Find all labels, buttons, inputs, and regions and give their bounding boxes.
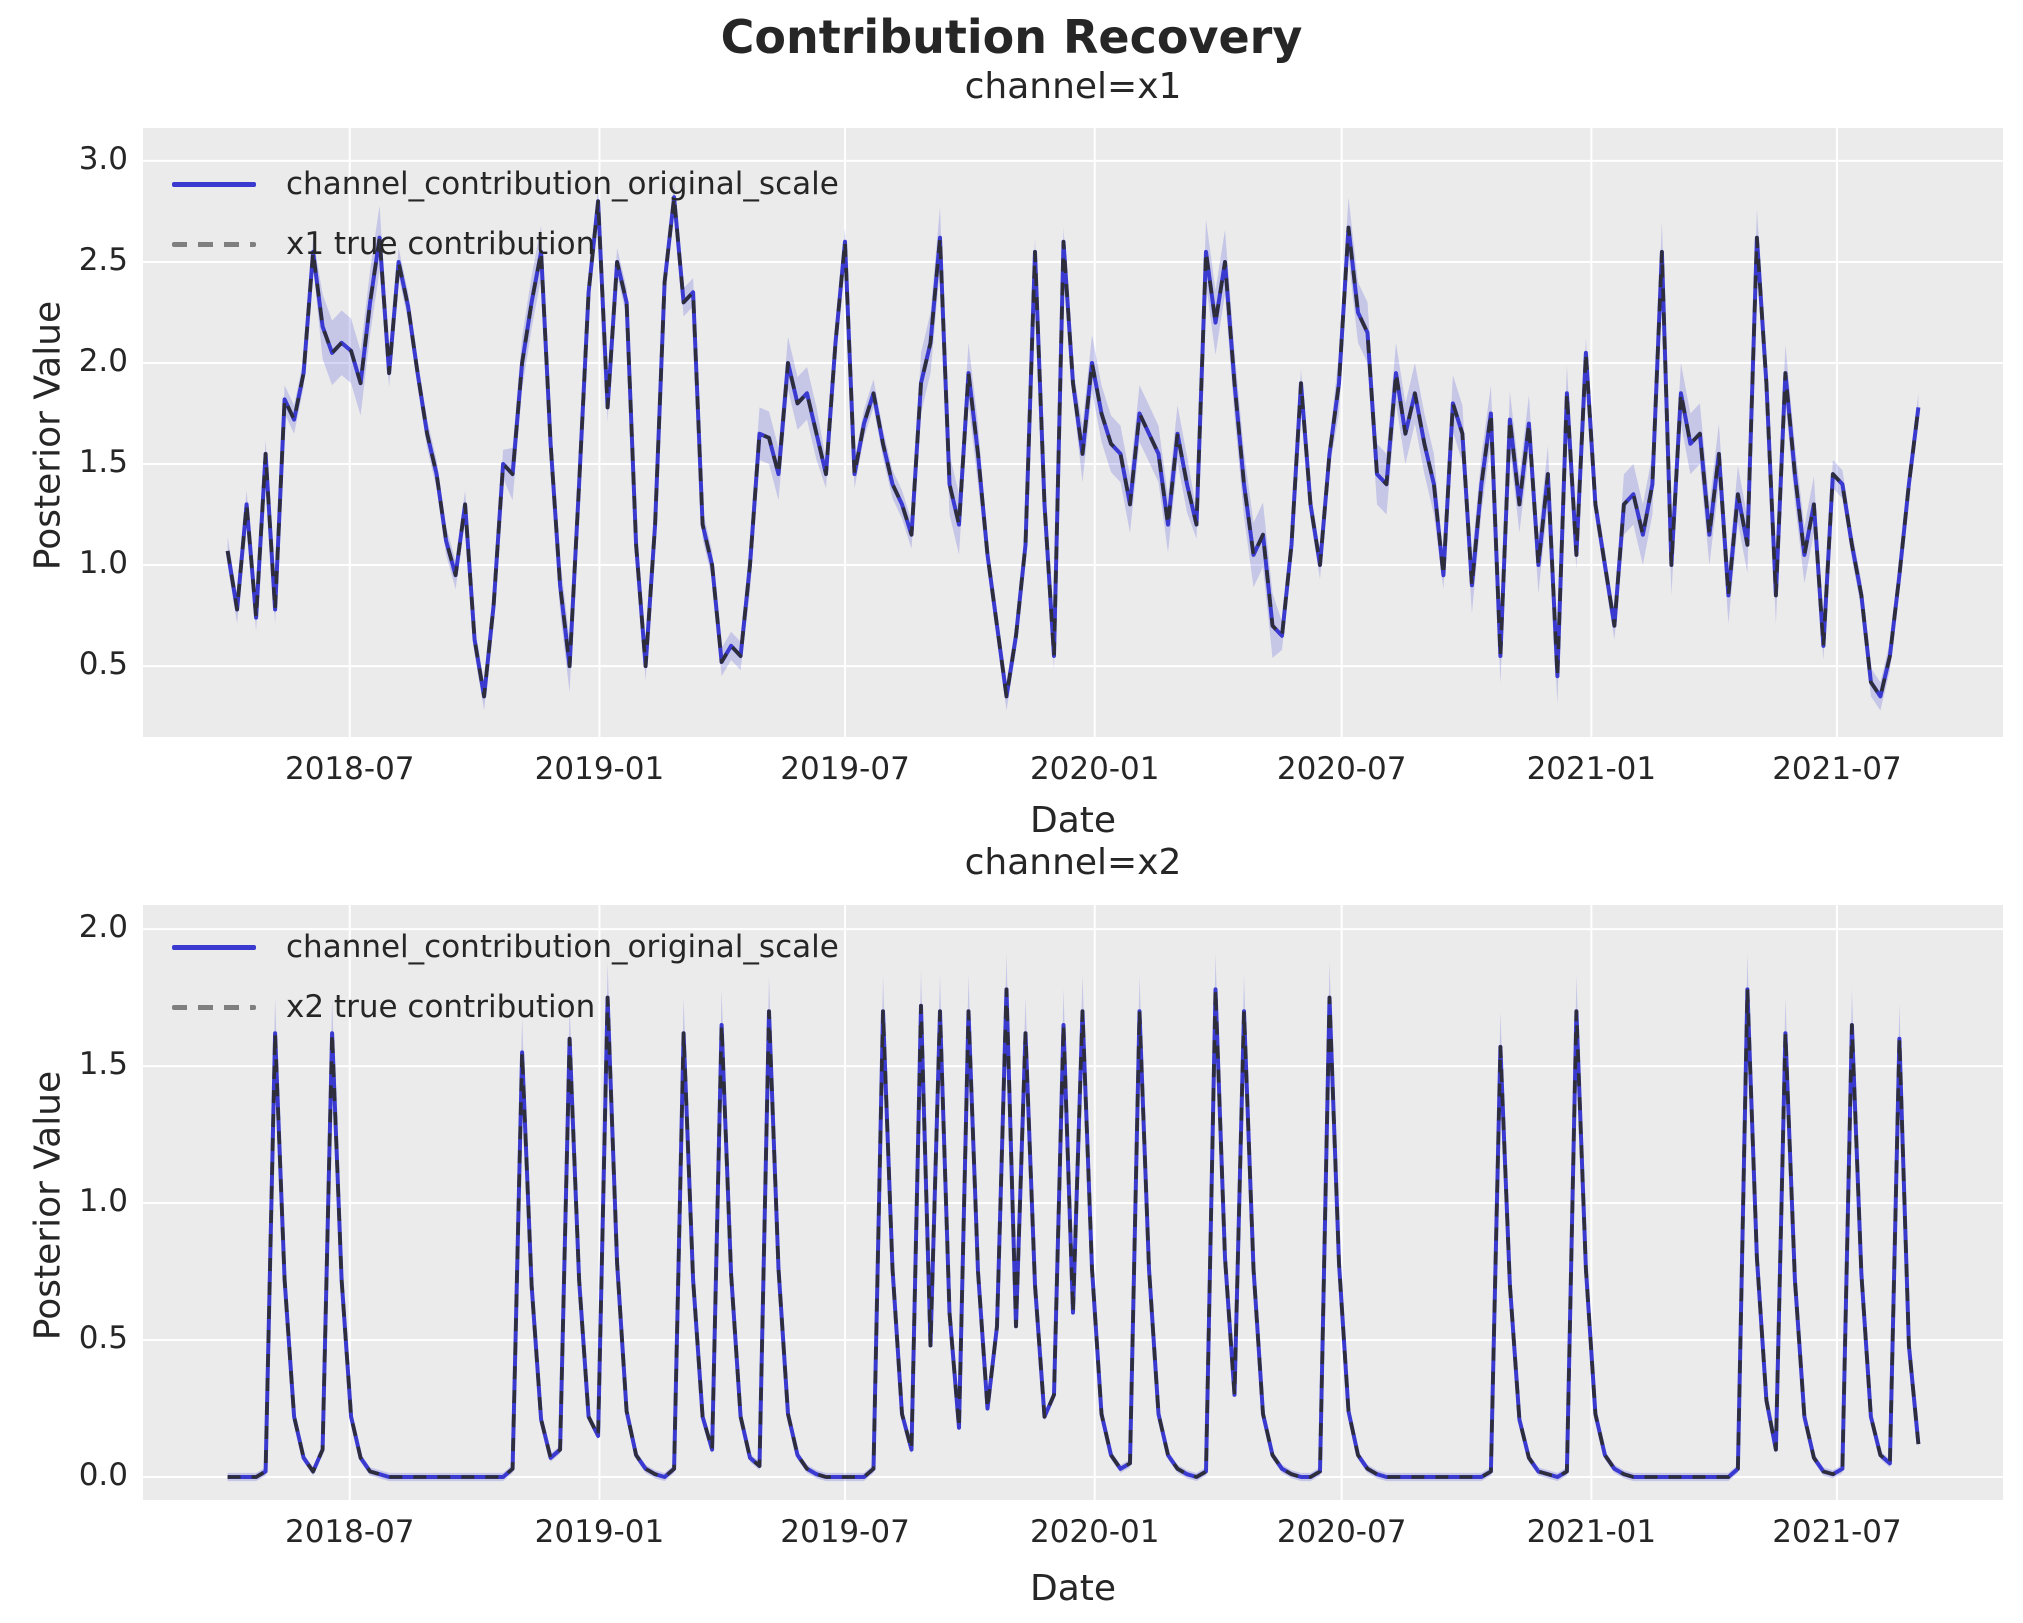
y-tick-label: 1.0 <box>78 545 128 582</box>
x-tick-label: 2020-07 <box>1276 751 1407 787</box>
legend-label: x2 true contribution <box>286 989 596 1025</box>
y-tick-label: 2.5 <box>78 241 128 278</box>
posterior-line-sample-icon <box>172 181 256 187</box>
y-tick-label: 1.5 <box>78 1046 128 1083</box>
legend-label: channel_contribution_original_scale <box>286 929 839 965</box>
subplot1-title: channel=x1 <box>964 66 1182 107</box>
x-tick-label: 2020-01 <box>1029 751 1160 787</box>
legend-label: channel_contribution_original_scale <box>286 166 839 202</box>
true-contribution-line <box>227 987 1921 1479</box>
legend-item: x2 true contribution <box>172 988 839 1026</box>
x-tick-label: 2021-07 <box>1772 1514 1902 1550</box>
subplot2-title: channel=x2 <box>964 842 1182 883</box>
y-tick-label: 0.5 <box>78 646 128 683</box>
legend-item: x1 true contribution <box>172 225 839 263</box>
true-line-sample-icon <box>172 1004 256 1010</box>
subplot1-y-axis-label: Posterior Value <box>27 300 69 571</box>
x-tick-label: 2021-01 <box>1526 751 1657 787</box>
figure-title: Contribution Recovery <box>720 10 1303 64</box>
y-tick-label: 0.0 <box>78 1456 128 1493</box>
x-tick-label: 2019-07 <box>780 751 910 787</box>
subplot1-x-axis-label: Date <box>1029 800 1117 841</box>
subplot1-legend: channel_contribution_original_scale x1 t… <box>172 165 839 263</box>
y-tick-label: 2.0 <box>78 909 128 946</box>
posterior-line-sample-icon <box>172 944 256 950</box>
legend-item: channel_contribution_original_scale <box>172 928 839 966</box>
x-tick-label: 2020-01 <box>1029 1514 1160 1550</box>
x-tick-label: 2020-07 <box>1276 1514 1407 1550</box>
x-tick-label: 2021-07 <box>1772 751 1902 787</box>
subplot2-legend: channel_contribution_original_scale x2 t… <box>172 928 839 1026</box>
true-contribution-line <box>225 195 1921 699</box>
x-tick-label: 2019-01 <box>534 1514 665 1550</box>
legend-item: channel_contribution_original_scale <box>172 165 839 203</box>
x-tick-label: 2018-07 <box>284 1514 415 1550</box>
x-tick-label: 2018-07 <box>284 751 415 787</box>
subplot2-x-axis-label: Date <box>1029 1568 1117 1609</box>
x-tick-label: 2021-01 <box>1526 1514 1657 1550</box>
x-tick-label: 2019-01 <box>534 751 665 787</box>
y-tick-label: 3.0 <box>78 140 128 177</box>
x-tick-label: 2019-07 <box>780 1514 910 1550</box>
y-tick-label: 1.0 <box>78 1183 128 1220</box>
y-tick-label: 0.5 <box>78 1320 128 1357</box>
y-tick-label: 1.5 <box>78 444 128 481</box>
true-line-sample-icon <box>172 241 256 247</box>
y-tick-label: 2.0 <box>78 342 128 379</box>
plot-area <box>143 128 2003 737</box>
legend-label: x1 true contribution <box>286 226 596 262</box>
